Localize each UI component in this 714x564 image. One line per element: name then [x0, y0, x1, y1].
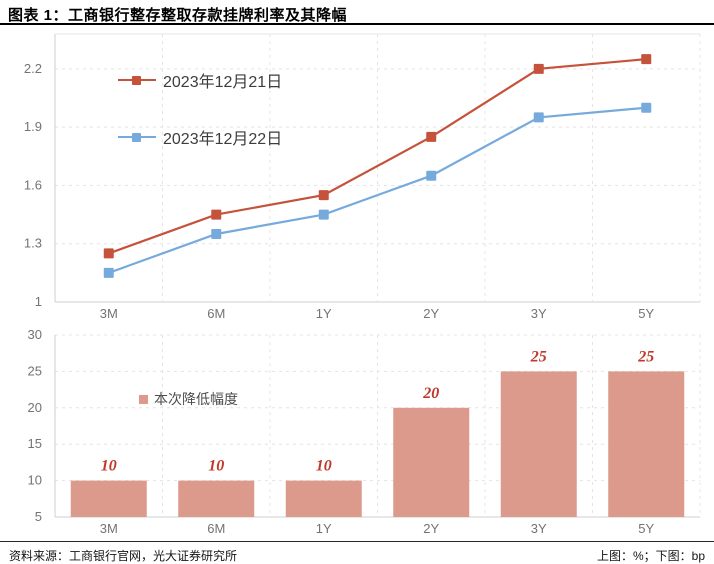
legend-marker-icon: [118, 132, 156, 142]
bar-legend-label: 本次降低幅度: [154, 391, 238, 407]
data-point-marker: [426, 170, 437, 181]
bar-value-label: 25: [637, 348, 654, 365]
data-point-marker: [641, 54, 652, 65]
x-tick-label: 3M: [100, 306, 118, 321]
legend-marker-icon: [118, 75, 156, 85]
y-tick-label: 20: [28, 400, 42, 415]
x-tick-label: 1Y: [316, 521, 332, 536]
bar-value-label: 10: [101, 458, 117, 475]
y-tick-label: 5: [35, 509, 42, 524]
footer-divider: [0, 541, 714, 542]
bar: [608, 371, 685, 517]
y-tick-label: 25: [28, 363, 42, 378]
x-tick-label: 1Y: [316, 306, 332, 321]
data-point-marker: [318, 209, 329, 220]
x-tick-label: 6M: [207, 521, 225, 536]
bar-legend-swatch-icon: [139, 394, 148, 404]
bar: [70, 480, 147, 517]
data-point-marker: [103, 248, 114, 259]
legend-series-label: 2023年12月21日: [163, 74, 283, 91]
data-point-marker: [103, 267, 114, 278]
data-point-marker: [533, 63, 544, 74]
title-divider: [0, 23, 714, 25]
x-tick-label: 5Y: [638, 521, 654, 536]
data-point-marker: [641, 102, 652, 113]
x-tick-label: 6M: [207, 306, 225, 321]
y-tick-label: 2.2: [24, 61, 42, 76]
x-tick-label: 2Y: [423, 521, 439, 536]
y-tick-label: 1: [35, 294, 42, 309]
bar-value-label: 25: [530, 348, 547, 365]
data-point-marker: [211, 228, 222, 239]
bar: [178, 480, 255, 517]
data-point-marker: [211, 209, 222, 220]
bar: [500, 371, 577, 517]
bar-value-label: 10: [208, 458, 224, 475]
x-tick-label: 5Y: [638, 306, 654, 321]
x-tick-label: 3Y: [531, 306, 547, 321]
data-point-marker: [533, 112, 544, 123]
x-tick-label: 3Y: [531, 521, 547, 536]
bar-value-label: 10: [316, 458, 332, 475]
bar-chart-legend: 本次降低幅度: [139, 389, 238, 409]
y-tick-label: 30: [28, 327, 42, 342]
legend-series-label: 2023年12月22日: [163, 131, 283, 148]
x-tick-label: 3M: [100, 521, 118, 536]
units-note: 上图：%；下图：bp: [596, 549, 705, 563]
y-tick-label: 1.6: [24, 177, 42, 192]
data-point-marker: [318, 190, 329, 201]
bar: [393, 407, 470, 517]
bar: [285, 480, 362, 517]
legend-item-series-0: 2023年12月21日: [118, 68, 282, 92]
data-point-marker: [426, 131, 437, 142]
line-series-0: [108, 58, 647, 255]
y-tick-label: 1.3: [24, 236, 42, 251]
bar-chart: 5 10 15 20 25 30 10 10 10 20 25 25 3M 6M 1Y 2Y 3Y 5Y: [28, 327, 701, 536]
y-tick-label: 10: [28, 473, 42, 488]
line-series-1: [108, 106, 647, 274]
footer: 资料来源：工商银行官网，光大证券研究所 上图：%；下图：bp: [0, 547, 714, 564]
legend-item-series-1: 2023年12月22日: [118, 125, 282, 149]
y-tick-label: 15: [28, 436, 42, 451]
y-tick-label: 1.9: [24, 119, 42, 134]
x-tick-label: 2Y: [423, 306, 439, 321]
line-chart-legend: 2023年12月21日 2023年12月22日: [118, 68, 282, 149]
line-chart: 1 1.3 1.6 1.9 2.2 3M 6M 1Y 2Y 3Y 5Y: [24, 33, 701, 321]
source-note: 资料来源：工商银行官网，光大证券研究所: [9, 549, 238, 563]
bar-value-label: 20: [422, 385, 439, 402]
figure-title: 图表 1：工商银行整存整取存款挂牌利率及其降幅: [8, 7, 348, 24]
